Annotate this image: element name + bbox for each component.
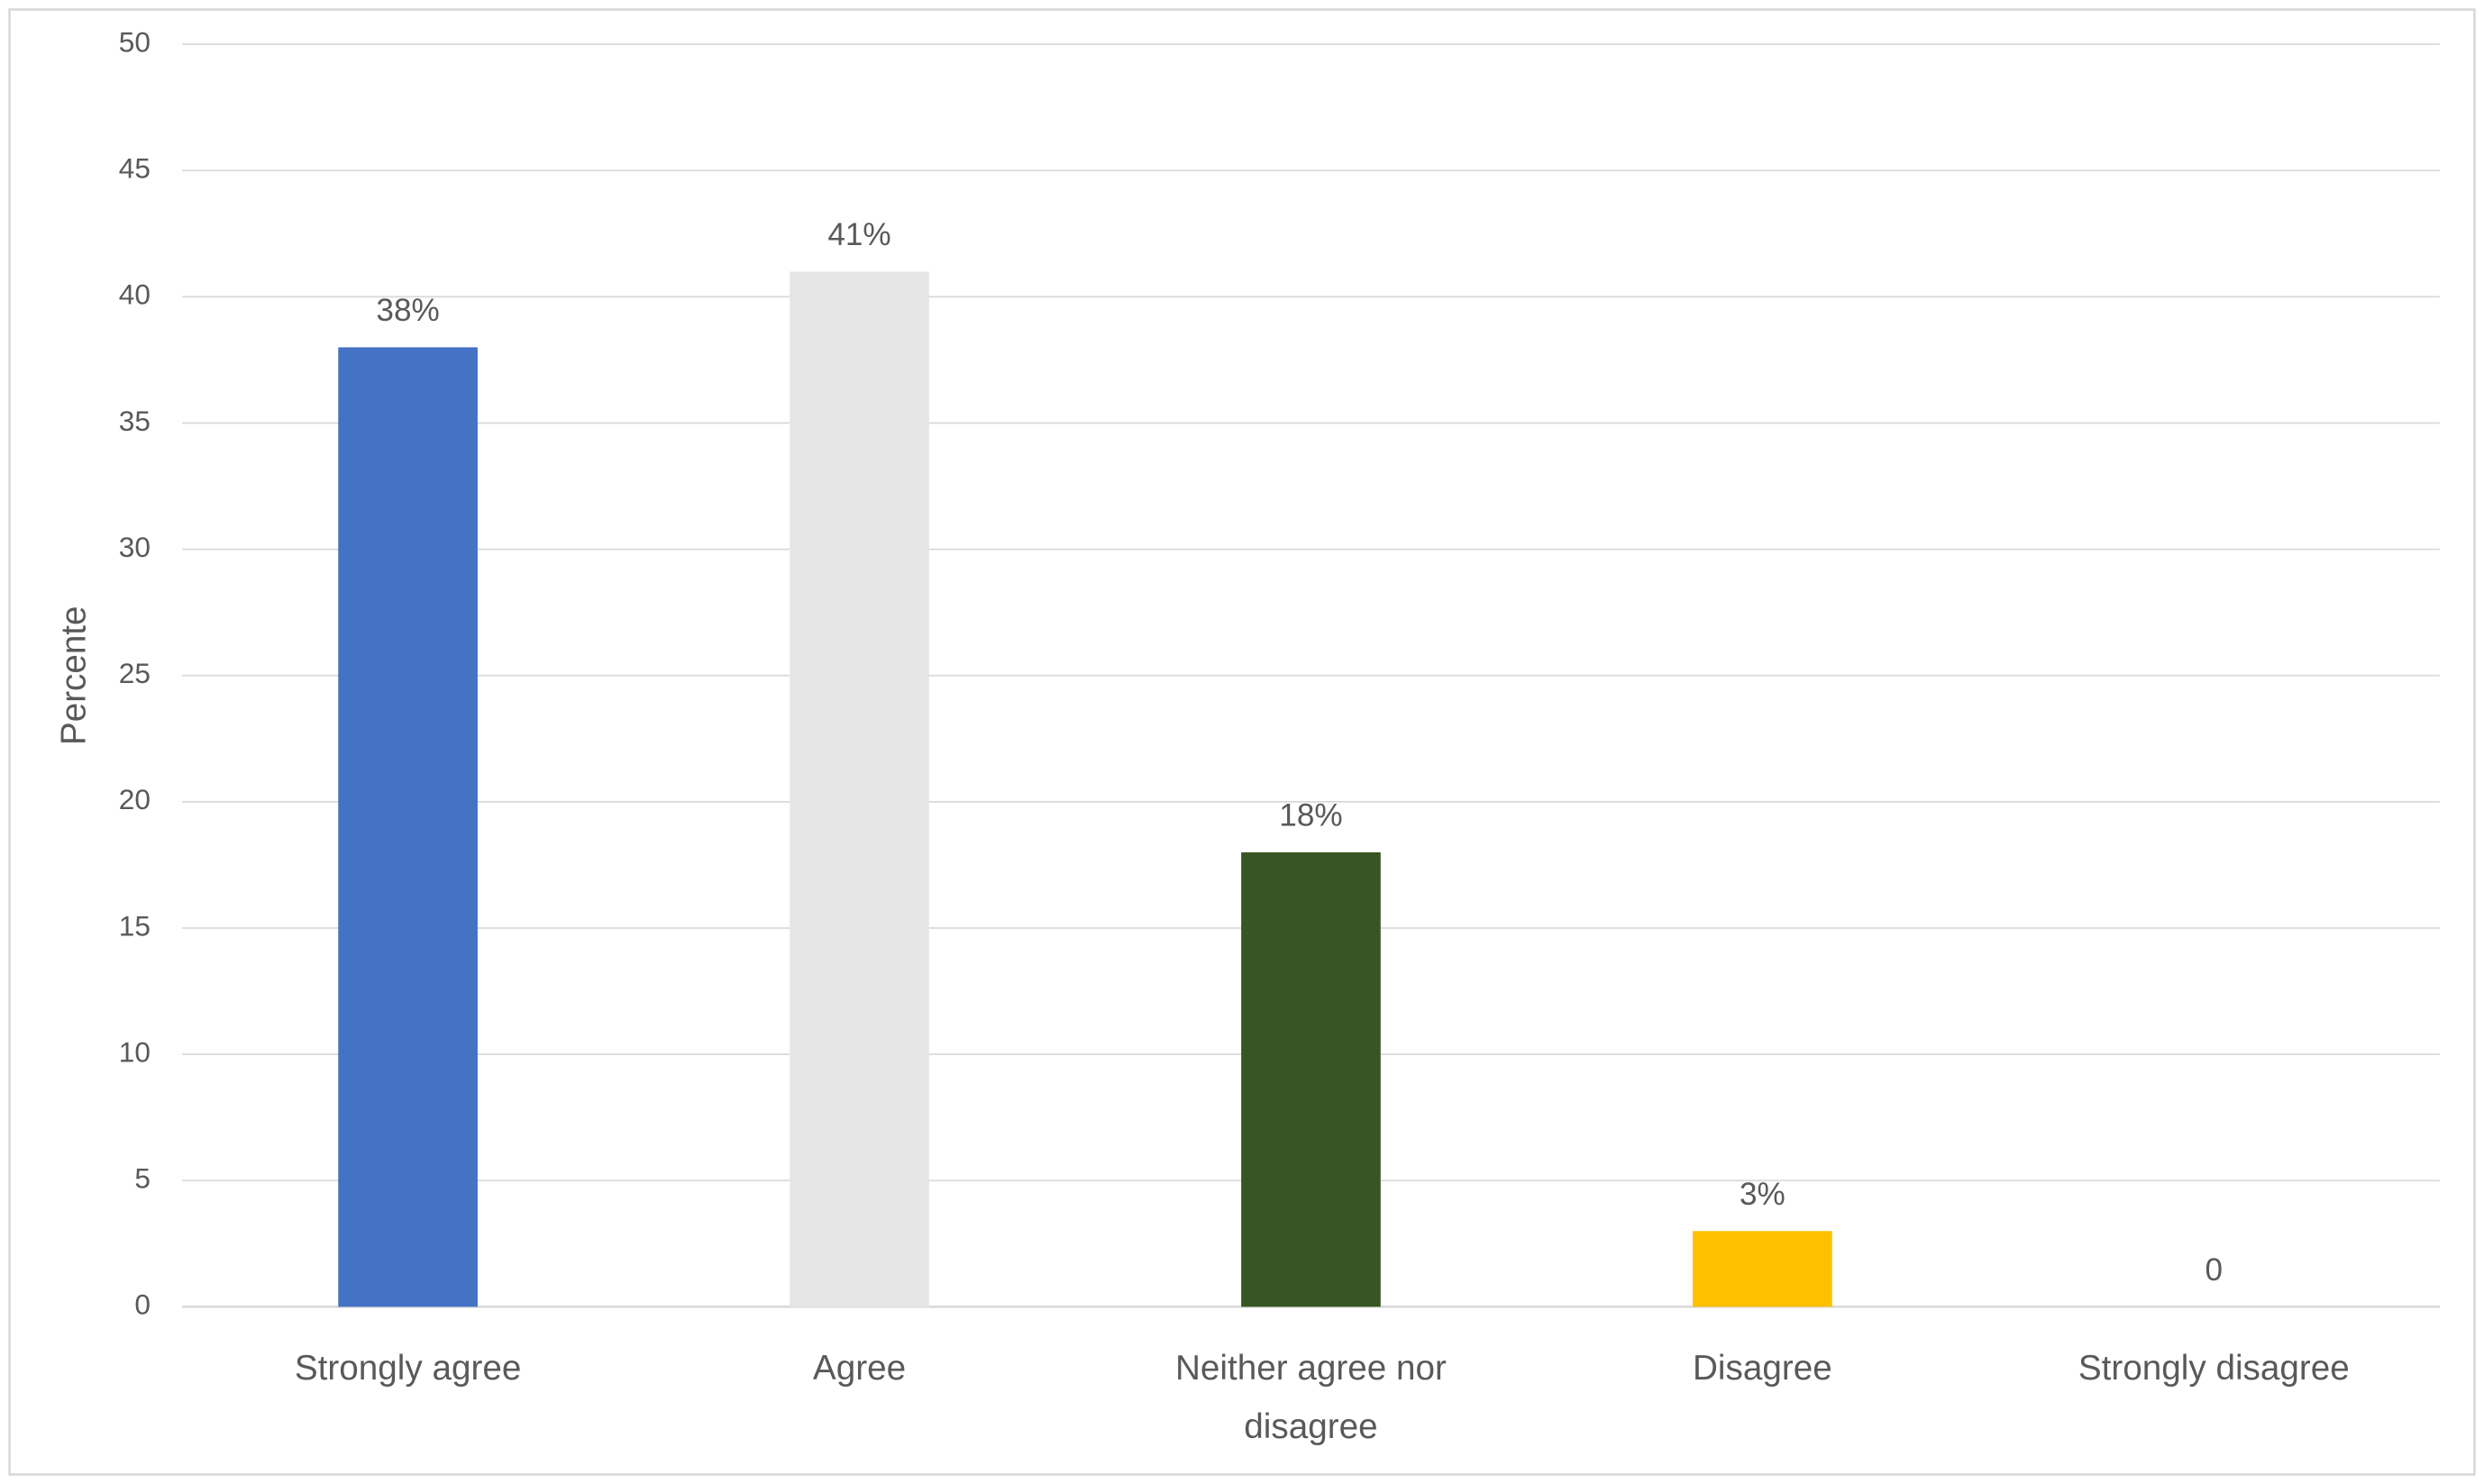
x-tick-label-box: Neither agree nor disagree	[1174, 1347, 1447, 1446]
y-tick-label: 20	[119, 783, 151, 815]
x-tick-label: Neither agree nor disagree	[1174, 1347, 1447, 1446]
bar	[1241, 851, 1381, 1307]
bar	[338, 347, 478, 1307]
x-tick-label-box: Strongly agree	[294, 1347, 522, 1388]
bar	[790, 271, 929, 1307]
y-tick-label: 10	[119, 1035, 151, 1068]
y-tick-label: 40	[119, 278, 151, 311]
y-tick-label: 0	[134, 1288, 151, 1321]
x-tick-label: Agree	[812, 1347, 907, 1388]
y-tick-label: 35	[119, 405, 151, 437]
x-tick-label: Strongly agree	[294, 1347, 522, 1388]
x-tick-label-box: Strongly disagree	[2078, 1347, 2350, 1388]
bar	[1693, 1231, 1832, 1307]
data-label: 3%	[1740, 1177, 1785, 1212]
x-tick-label: Disagree	[1692, 1347, 1832, 1388]
y-tick-label: 25	[119, 657, 151, 689]
data-label: 41%	[827, 217, 890, 252]
x-tick-label-box: Disagree	[1692, 1347, 1832, 1388]
y-tick-label: 30	[119, 531, 151, 563]
x-tick-label: Strongly disagree	[2078, 1347, 2350, 1388]
y-tick-label: 5	[134, 1162, 151, 1195]
x-tick-label-box: Agree	[812, 1347, 907, 1388]
y-tick-label: 15	[119, 909, 151, 942]
y-tick-label: 45	[119, 152, 151, 185]
data-label: 38%	[376, 293, 439, 328]
y-axis-title: Percente	[55, 605, 94, 745]
data-label: 0	[2205, 1252, 2224, 1288]
y-tick-label: 50	[119, 26, 151, 59]
data-label: 18%	[1279, 798, 1342, 833]
